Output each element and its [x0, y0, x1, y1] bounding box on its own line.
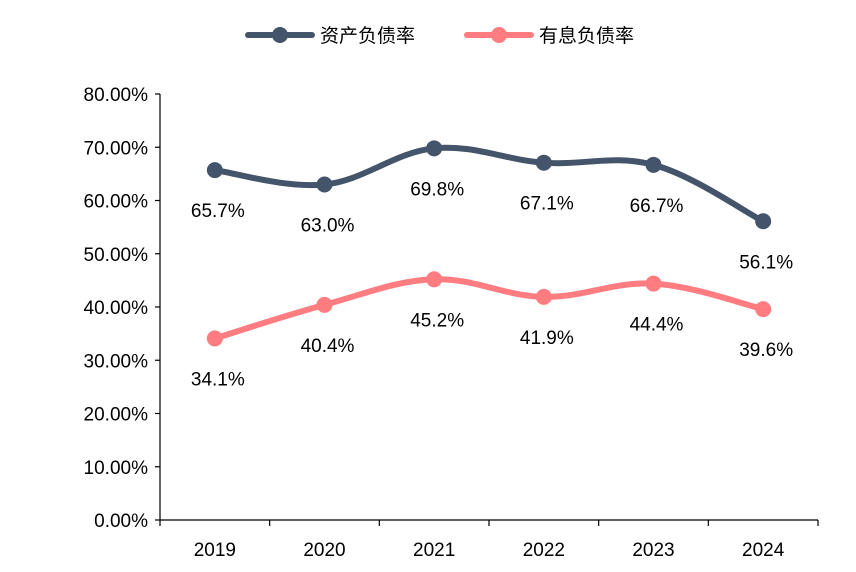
- data-point: [206, 330, 223, 347]
- y-tick-label: 40.00%: [84, 298, 149, 319]
- series-layer: [206, 140, 772, 347]
- series-line: [211, 144, 767, 225]
- y-tick-label: 50.00%: [84, 245, 149, 266]
- x-tick-label: 2023: [632, 540, 674, 561]
- data-point: [645, 156, 662, 173]
- y-tick-label: 30.00%: [84, 351, 149, 372]
- data-point: [755, 301, 772, 318]
- series-2: [206, 271, 772, 347]
- legend: 资产负债率 有息负债率: [245, 25, 634, 47]
- y-tick-label: 0.00%: [94, 511, 148, 532]
- y-tick-label: 60.00%: [84, 192, 149, 213]
- y-axis: 0.00% 10.00% 20.00% 30.00% 40.00% 50.00% 60.00…: [84, 85, 161, 532]
- data-label: 34.1%: [191, 369, 245, 390]
- data-point: [426, 140, 443, 157]
- data-point: [206, 162, 223, 179]
- y-tick-label: 70.00%: [84, 138, 149, 159]
- legend-point-marker: [272, 27, 288, 43]
- data-label: 40.4%: [301, 336, 355, 357]
- legend-item-2: 有息负债率: [464, 25, 634, 47]
- data-label: 39.6%: [739, 340, 793, 361]
- y-tick-label: 20.00%: [84, 405, 149, 426]
- data-label: 65.7%: [191, 201, 245, 222]
- data-label: 41.9%: [520, 328, 574, 349]
- legend-item-1: 资产负债率: [245, 25, 415, 47]
- x-axis: 2019 2020 2021 2022 2023 2024: [159, 519, 819, 561]
- data-label: 67.1%: [520, 194, 574, 215]
- y-tick-label: 80.00%: [84, 85, 149, 106]
- data-label: 45.2%: [410, 310, 464, 331]
- data-point: [645, 275, 662, 292]
- data-point: [535, 154, 552, 171]
- x-tick-label: 2022: [523, 540, 565, 561]
- data-label: 69.8%: [410, 179, 464, 200]
- series-1: [206, 140, 772, 230]
- legend-point-marker: [491, 27, 507, 43]
- data-point: [535, 288, 552, 305]
- series-line: [211, 276, 767, 342]
- data-label: 56.1%: [739, 252, 793, 273]
- data-point: [316, 176, 333, 193]
- data-point: [316, 296, 333, 313]
- x-tick-label: 2020: [303, 540, 345, 561]
- data-label: 63.0%: [301, 216, 355, 237]
- x-tick-label: 2024: [742, 540, 785, 561]
- legend-label: 资产负债率: [320, 25, 415, 47]
- data-point: [755, 213, 772, 230]
- data-label: 44.4%: [630, 315, 684, 336]
- legend-label: 有息负债率: [539, 25, 634, 47]
- x-tick-label: 2021: [413, 540, 455, 561]
- data-label: 66.7%: [630, 196, 684, 217]
- data-labels: 65.7% 63.0% 69.8% 67.1% 66.7% 56.1% 34.1% 40.4%…: [191, 179, 793, 390]
- x-tick-label: 2019: [194, 540, 236, 561]
- y-tick-label: 10.00%: [84, 458, 149, 479]
- data-point: [426, 271, 443, 288]
